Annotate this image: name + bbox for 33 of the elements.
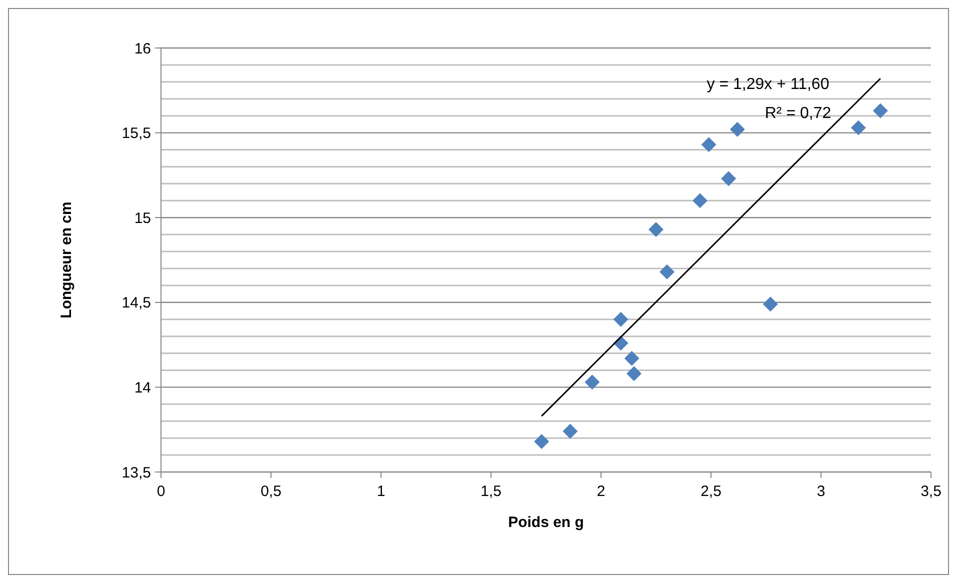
point: [626, 366, 642, 382]
point: [648, 222, 664, 237]
x-tick-label: 2: [596, 483, 606, 500]
point: [534, 434, 550, 449]
y-tick-label: 14,5: [122, 294, 151, 312]
point: [762, 296, 778, 312]
x-tick-label: 2,5: [700, 483, 722, 500]
point: [584, 374, 600, 390]
y-tick-label: 13,5: [122, 464, 151, 482]
y-tick-label: 15: [134, 210, 151, 227]
point: [660, 264, 674, 280]
y-tick-label: 14: [134, 379, 151, 396]
annotation: y = 1,29x + 11,60: [706, 76, 830, 93]
point: [701, 137, 716, 152]
y-tick-label: 16: [134, 40, 151, 58]
point: [562, 424, 578, 439]
x-tick-label: 1,5: [480, 483, 502, 500]
x-tick-label: 3: [816, 483, 826, 500]
point: [850, 120, 866, 136]
point: [721, 171, 736, 186]
point: [730, 122, 745, 137]
x-axis-title: Poids en g: [508, 514, 584, 531]
point: [613, 312, 628, 327]
point: [624, 350, 640, 366]
y-axis-title: Longueur en cm: [58, 202, 75, 318]
point: [872, 103, 888, 118]
y-tick-label: 15,5: [122, 125, 151, 142]
x-tick-label: 1: [376, 483, 386, 500]
x-tick-label: 0,5: [260, 483, 282, 500]
annotation: R² = 0,72: [764, 105, 832, 122]
x-tick-label: 3,5: [920, 483, 942, 500]
point: [692, 193, 708, 208]
x-tick-label: 0: [156, 483, 166, 500]
